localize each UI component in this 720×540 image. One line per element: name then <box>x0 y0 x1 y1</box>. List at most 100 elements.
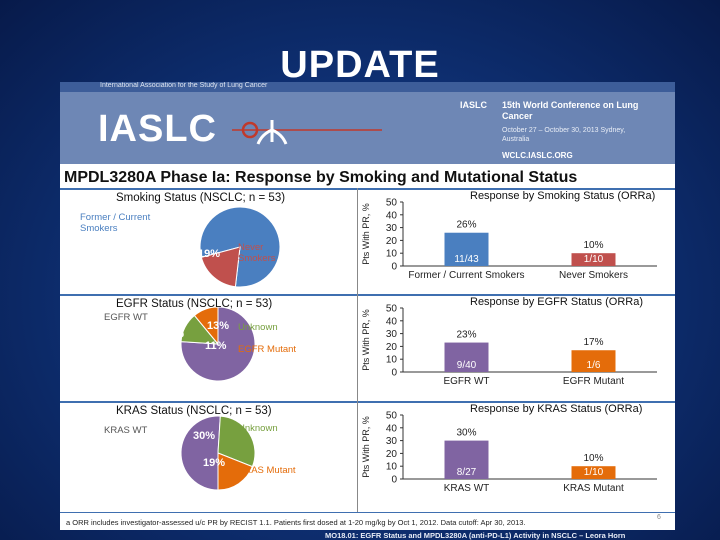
y-axis-label: Pts With PR, % <box>361 416 371 478</box>
pie-percent-label: 19% <box>203 457 226 469</box>
bar-value-label: 10% <box>583 453 603 464</box>
pie-chart <box>180 306 256 382</box>
x-category-label: Never Smokers <box>559 270 628 281</box>
bar-chart: Response by EGFR Status (ORRa) Pts With P… <box>361 296 657 387</box>
y-tick-label: 0 <box>391 262 397 273</box>
y-tick-label: 30 <box>386 329 398 340</box>
bar-count-label: 8/27 <box>457 467 477 478</box>
pie-percent-label: 19% <box>198 248 221 260</box>
y-tick-label: 0 <box>391 368 397 379</box>
bar-value-label: 17% <box>583 337 603 348</box>
bar-chart: Response by KRAS Status (ORRa) Pts With P… <box>361 403 657 494</box>
y-tick-label: 10 <box>386 462 398 473</box>
bar-chart-title: Response by Smoking Status (ORRa) <box>470 190 655 202</box>
x-category-label: KRAS WT <box>444 483 490 494</box>
pie-legend-label: EGFR Mutant <box>238 344 297 355</box>
bar <box>571 253 616 266</box>
pie-chart <box>180 415 256 491</box>
y-axis-label: Pts With PR, % <box>361 309 371 371</box>
section-divider <box>60 512 675 513</box>
pie-title: EGFR Status (NSCLC; n = 53) <box>116 298 273 310</box>
conference-dates: October 27 – October 30, 2013 Sydney, Au… <box>502 127 626 143</box>
y-tick-label: 0 <box>391 475 397 486</box>
page-number: 6 <box>657 514 661 521</box>
pie-legend-label: Unknown <box>238 423 278 434</box>
pie-title: KRAS Status (NSCLC; n = 53) <box>116 405 272 417</box>
iaslc-banner: International Association for the Study … <box>60 82 675 164</box>
response-section: EGFR Status (NSCLC; n = 53) EGFR WT Unknow… <box>60 296 675 401</box>
x-category-label: EGFR WT <box>443 376 489 387</box>
x-category-label: KRAS Mutant <box>563 483 624 494</box>
bar-count-label: 9/40 <box>457 360 477 371</box>
pie-legend-label: Unknown <box>238 322 278 333</box>
bar-chart: Response by Smoking Status (ORRa) Pts Wit… <box>361 190 657 281</box>
section-divider <box>60 188 675 190</box>
bar-count-label: 1/6 <box>587 360 601 371</box>
response-section: Smoking Status (NSCLC; n = 53) Former / C… <box>60 190 675 295</box>
y-tick-label: 30 <box>386 223 398 234</box>
y-tick-label: 40 <box>386 423 398 434</box>
conference-iaslc: IASLC <box>460 100 487 110</box>
footnote: a ORR includes investigator-assessed u/c… <box>66 518 526 527</box>
bar-count-label: 11/43 <box>454 254 479 265</box>
y-tick-label: 40 <box>386 316 398 327</box>
pie-slice <box>217 415 256 468</box>
bar <box>444 342 489 372</box>
bar-chart-title: Response by EGFR Status (ORRa) <box>470 296 643 308</box>
pie-percent-label: 11% <box>205 340 227 352</box>
bar-chart-title: Response by KRAS Status (ORRa) <box>470 403 642 415</box>
bar <box>444 440 489 479</box>
y-tick-label: 30 <box>386 436 398 447</box>
bar-value-label: 26% <box>456 220 476 231</box>
conference-url: WCLC.IASLC.ORG <box>502 151 573 160</box>
bar-value-label: 23% <box>456 330 476 341</box>
response-section: KRAS Status (NSCLC; n = 53) KRAS WT Unknow… <box>60 403 675 508</box>
pie-percent-label: 76% <box>162 328 185 340</box>
y-tick-label: 10 <box>386 249 398 260</box>
y-tick-label: 40 <box>386 210 398 221</box>
y-axis-label: Pts With PR, % <box>361 203 371 265</box>
y-tick-label: 20 <box>386 236 398 247</box>
x-category-label: EGFR Mutant <box>563 376 624 387</box>
pie-percent-label: 81% <box>165 224 188 236</box>
pie-percent-label: 13% <box>207 320 230 332</box>
pie-slice <box>180 415 221 491</box>
bar-value-label: 10% <box>583 240 603 251</box>
bottom-citation: MO18.01: EGFR Status and MPDL3280A (anti… <box>325 531 626 540</box>
pie-chart <box>199 206 281 288</box>
banner-org-name: International Association for the Study … <box>100 82 268 89</box>
y-tick-label: 10 <box>386 355 398 366</box>
pie-title: Smoking Status (NSCLC; n = 53) <box>116 192 286 204</box>
pie-legend-label: KRAS Mutant <box>238 465 296 476</box>
slide-panel: International Association for the Study … <box>60 82 675 530</box>
slide-title: UPDATE <box>280 44 440 86</box>
pie-slice <box>217 452 254 491</box>
pie-legend-label: Former / Current Smokers <box>80 212 151 234</box>
bar-count-label: 1/10 <box>584 254 604 265</box>
chart-divider <box>357 188 358 512</box>
bar-value-label: 30% <box>456 428 476 439</box>
slide-heading: MPDL3280A Phase Ia: Response by Smoking … <box>64 169 578 186</box>
x-category-label: Former / Current Smokers <box>408 270 524 281</box>
pie-percent-label: 30% <box>193 430 216 442</box>
banner-top-strip <box>60 82 675 92</box>
bar-count-label: 1/10 <box>584 467 604 478</box>
conference-title: 15th World Conference on Lung Cancer <box>502 100 639 121</box>
y-tick-label: 50 <box>386 304 398 315</box>
section-divider <box>60 401 675 403</box>
pie-slice <box>200 246 241 288</box>
bar <box>444 232 489 266</box>
pie-legend-label: EGFR WT <box>104 312 148 323</box>
y-tick-label: 20 <box>386 342 398 353</box>
bar <box>571 350 616 372</box>
pie-legend-label: Never Smokers <box>238 242 276 264</box>
iaslc-logo: IASLC <box>98 108 217 150</box>
bar <box>571 466 616 479</box>
y-tick-label: 50 <box>386 411 398 422</box>
pie-percent-label: 51% <box>159 453 182 465</box>
pie-slice <box>193 306 219 346</box>
pie-legend-label: KRAS WT <box>104 425 148 436</box>
section-divider <box>60 294 675 296</box>
y-tick-label: 20 <box>386 449 398 460</box>
lung-emblem-icon <box>232 120 382 145</box>
